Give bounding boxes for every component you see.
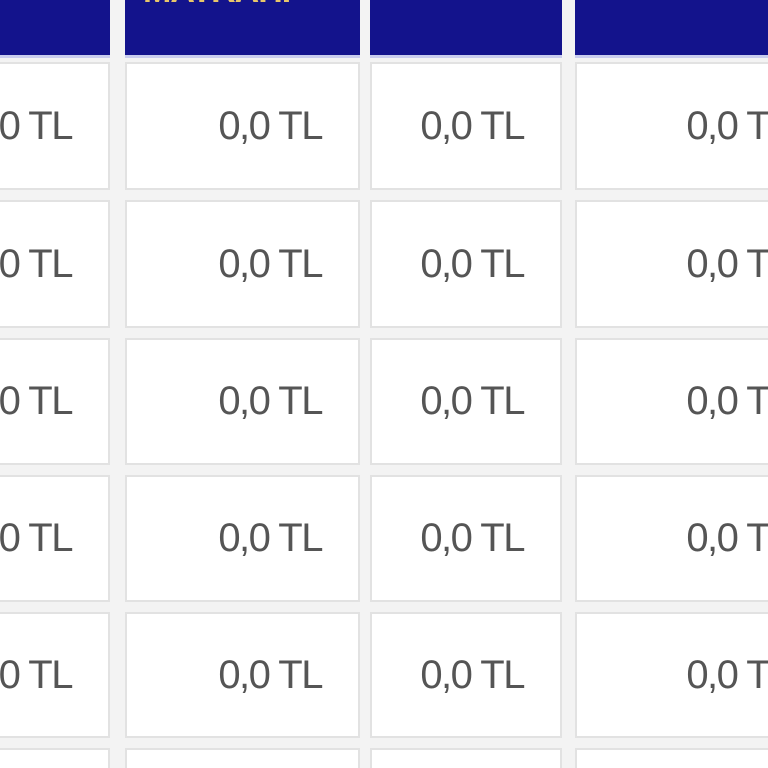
table-cell — [125, 748, 360, 768]
table-cell: 0,0 TL — [575, 338, 768, 465]
table-cell — [0, 748, 110, 768]
table-cell: 0,0 TL — [575, 475, 768, 602]
table-cell: 0,0 TL — [370, 62, 562, 190]
table-cell: 0,0 TL — [125, 475, 360, 602]
column-header[interactable] — [0, 0, 110, 55]
table-cell: 0,0 TL — [370, 338, 562, 465]
column-header[interactable]: MATRAHI — [125, 0, 360, 55]
column-header[interactable] — [575, 0, 768, 55]
table-cell: 0,0 TL — [370, 475, 562, 602]
table-cell: 0,0 TL — [370, 200, 562, 328]
table-cell: 0,0 TL — [125, 62, 360, 190]
table-cell: 0,0 TL — [0, 200, 110, 328]
table-cell: 0,0 TL — [125, 200, 360, 328]
table-cell — [370, 748, 562, 768]
table-cell: 0,0 TL — [575, 200, 768, 328]
table-cell: 0,0 TL — [125, 612, 360, 738]
table-cell: 0,0 TL — [575, 612, 768, 738]
table-cell: 0,0 TL — [0, 62, 110, 190]
table-cell: 0,0 TL — [370, 612, 562, 738]
table-cell: 0,0 TL — [0, 475, 110, 602]
table-cell: 0,0 TL — [575, 62, 768, 190]
column-header-label: MATRAHI — [143, 0, 291, 11]
table-cell: 0,0 TL — [0, 338, 110, 465]
table-cell: 0,0 TL — [125, 338, 360, 465]
table-cell — [575, 748, 768, 768]
column-header[interactable] — [370, 0, 562, 55]
table-cell: 0,0 TL — [0, 612, 110, 738]
